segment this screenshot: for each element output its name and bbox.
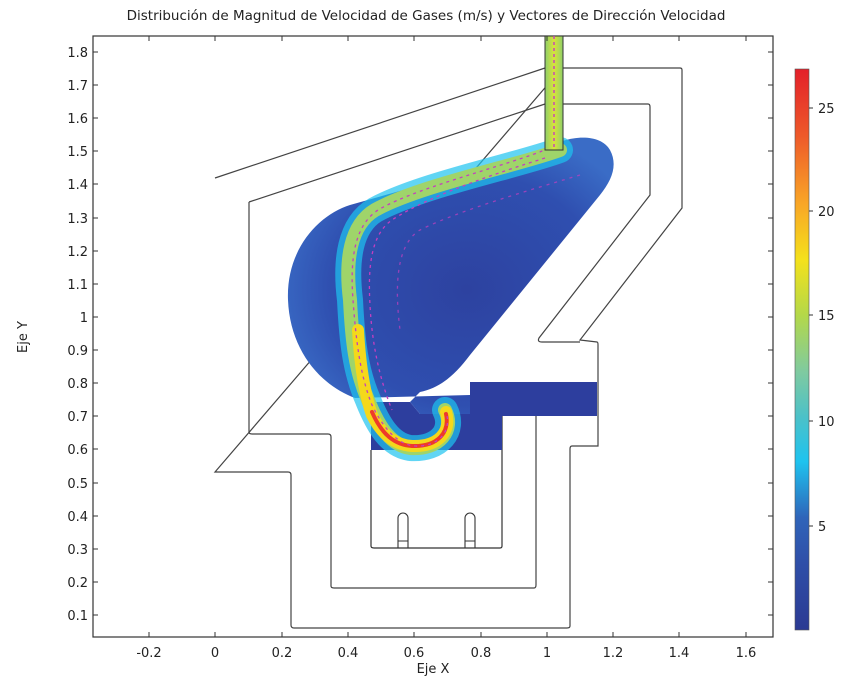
x-tick-labels: -0.2 0 0.2 0.4 0.6 0.8 1 1.2 1.4 1.6 xyxy=(136,646,756,661)
svg-text:0.3: 0.3 xyxy=(67,543,88,558)
grate-bar-left xyxy=(397,512,409,548)
svg-text:0.4: 0.4 xyxy=(338,646,359,661)
svg-text:0: 0 xyxy=(211,646,219,661)
svg-text:1.5: 1.5 xyxy=(67,145,88,160)
y-axis-label: Eje Y xyxy=(16,321,31,353)
svg-text:0.5: 0.5 xyxy=(67,477,88,492)
svg-text:0.8: 0.8 xyxy=(471,646,492,661)
svg-text:1.6: 1.6 xyxy=(67,112,88,127)
velocity-vectors xyxy=(351,40,581,447)
svg-text:0.9: 0.9 xyxy=(67,344,88,359)
svg-text:1: 1 xyxy=(543,646,551,661)
colorbar-labels: 25 20 15 10 5 xyxy=(818,102,835,535)
svg-text:10: 10 xyxy=(818,415,835,430)
y-ticks xyxy=(93,51,773,616)
svg-text:1: 1 xyxy=(80,311,88,326)
y-tick-labels: 1.8 1.7 1.6 1.5 1.4 1.3 1.2 1.1 1 0.9 0.… xyxy=(67,46,88,624)
svg-text:1.4: 1.4 xyxy=(669,646,690,661)
x-axis-label: Eje X xyxy=(417,662,450,677)
colorbar-ticks xyxy=(809,107,813,527)
svg-text:5: 5 xyxy=(818,520,826,535)
svg-text:15: 15 xyxy=(818,309,835,324)
ashpit-outline xyxy=(370,416,503,549)
svg-text:0.8: 0.8 xyxy=(67,377,88,392)
svg-text:1.8: 1.8 xyxy=(67,46,88,61)
svg-text:1.6: 1.6 xyxy=(736,646,757,661)
svg-text:1.1: 1.1 xyxy=(67,278,88,293)
grate-bar-right xyxy=(464,512,476,548)
svg-text:1.3: 1.3 xyxy=(67,212,88,227)
svg-text:0.6: 0.6 xyxy=(67,443,88,458)
svg-text:20: 20 xyxy=(818,205,835,220)
jet-stream-peak xyxy=(370,410,449,449)
plot-frame xyxy=(92,35,774,638)
outer-housing-outline xyxy=(213,67,683,629)
svg-text:0.1: 0.1 xyxy=(67,609,88,624)
svg-text:0.2: 0.2 xyxy=(272,646,293,661)
svg-text:0.7: 0.7 xyxy=(67,410,88,425)
svg-text:1.2: 1.2 xyxy=(67,245,88,260)
svg-text:1.7: 1.7 xyxy=(67,79,88,94)
svg-text:25: 25 xyxy=(818,102,835,117)
x-ticks xyxy=(148,36,747,637)
middle-housing-outline xyxy=(248,103,651,589)
chart-title: Distribución de Magnitud de Velocidad de… xyxy=(126,8,726,24)
colorbar xyxy=(794,68,810,631)
svg-text:0.6: 0.6 xyxy=(404,646,425,661)
svg-text:-0.2: -0.2 xyxy=(136,646,161,661)
svg-text:0.4: 0.4 xyxy=(67,510,88,525)
svg-text:1.4: 1.4 xyxy=(67,178,88,193)
svg-text:1.2: 1.2 xyxy=(603,646,624,661)
svg-text:0.2: 0.2 xyxy=(67,576,88,591)
